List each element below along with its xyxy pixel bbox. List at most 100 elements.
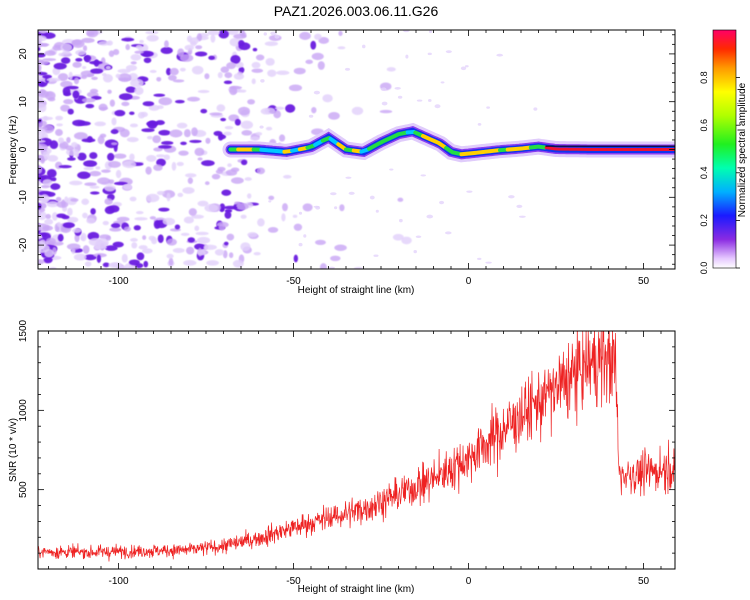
- noise-blob: [129, 123, 139, 128]
- noise-blob: [109, 227, 122, 232]
- noise-blob: [196, 236, 211, 244]
- noise-blob: [413, 249, 417, 254]
- noise-blob: [42, 225, 54, 231]
- noise-blob: [128, 259, 140, 266]
- noise-blob: [187, 177, 193, 185]
- noise-blob: [177, 48, 185, 57]
- noise-blob: [58, 164, 72, 169]
- noise-blob: [189, 139, 202, 143]
- snr-y-label: SNR (10 * v/v): [8, 418, 19, 482]
- noise-blob: [99, 133, 107, 138]
- noise-blob: [40, 194, 50, 204]
- noise-blob: [496, 53, 504, 57]
- noise-blob: [241, 32, 247, 38]
- noise-blob: [244, 177, 252, 181]
- noise-blob: [108, 205, 120, 213]
- noise-blob: [265, 126, 273, 131]
- noise-blob: [136, 252, 145, 261]
- noise-blob: [194, 51, 208, 57]
- noise-blob: [90, 191, 100, 195]
- noise-blob: [179, 54, 194, 62]
- noise-blob: [96, 254, 102, 263]
- noise-blob: [218, 30, 229, 39]
- noise-blob: [58, 137, 64, 144]
- noise-blob: [55, 115, 64, 121]
- noise-blob: [133, 225, 141, 231]
- noise-blob: [73, 253, 87, 261]
- noise-blob: [62, 222, 75, 229]
- noise-blob: [168, 74, 177, 81]
- ridge-segment: [482, 149, 493, 154]
- noise-blob: [38, 139, 46, 143]
- noise-blob: [204, 204, 219, 213]
- noise-blob: [66, 85, 79, 90]
- ridge-segment: [467, 150, 478, 156]
- noise-blob: [215, 169, 224, 175]
- noise-blob: [122, 184, 133, 190]
- noise-blob: [373, 254, 379, 257]
- noise-blob: [264, 41, 279, 47]
- noise-blob: [241, 130, 253, 136]
- noise-blob: [38, 190, 52, 196]
- noise-blob: [185, 173, 197, 178]
- noise-blob: [178, 150, 189, 156]
- noise-blob: [91, 76, 98, 81]
- noise-blob: [247, 193, 252, 199]
- noise-blob: [66, 243, 81, 250]
- noise-blob: [104, 245, 118, 251]
- noise-blob: [42, 151, 50, 159]
- noise-blob: [111, 117, 117, 126]
- noise-blob: [217, 72, 223, 79]
- noise-blob: [38, 35, 47, 42]
- noise-blob: [311, 106, 317, 114]
- noise-blob: [264, 107, 276, 115]
- noise-blob: [99, 106, 109, 111]
- noise-blob: [427, 98, 432, 102]
- noise-blob: [121, 37, 135, 42]
- noise-blob: [210, 34, 216, 43]
- noise-blob: [70, 198, 79, 202]
- noise-blob: [434, 104, 441, 109]
- noise-blob: [38, 43, 50, 47]
- noise-blob: [51, 212, 58, 221]
- noise-blob: [81, 97, 96, 103]
- noise-blob: [176, 161, 184, 167]
- noise-blob: [303, 234, 307, 238]
- ridge-segment: [390, 132, 401, 140]
- noise-blob: [94, 240, 106, 250]
- colorbar-tick-label: 0.4: [699, 167, 709, 180]
- noise-blob: [227, 163, 232, 168]
- noise-blob: [251, 78, 256, 85]
- noise-blob: [46, 77, 61, 82]
- noise-blob: [47, 154, 59, 162]
- snr-line: [38, 331, 675, 562]
- noise-blob: [109, 99, 116, 107]
- noise-blob: [121, 253, 128, 263]
- noise-blob: [233, 73, 245, 80]
- noise-blob: [260, 79, 265, 83]
- noise-blob: [226, 62, 236, 70]
- x-tick-label: 50: [638, 276, 650, 287]
- noise-blob: [84, 254, 97, 261]
- noise-blob: [81, 37, 95, 44]
- noise-blob: [72, 228, 82, 234]
- noise-blob: [72, 119, 86, 127]
- noise-blob: [55, 196, 62, 202]
- noise-blob: [322, 94, 333, 103]
- noise-blob: [113, 153, 127, 159]
- noise-blob: [337, 46, 346, 50]
- noise-blob: [145, 31, 159, 35]
- noise-blob: [111, 142, 118, 146]
- noise-blob: [77, 171, 91, 180]
- colorbar-tick-label: 0.2: [699, 214, 709, 227]
- noise-blob: [102, 220, 109, 226]
- x-tick-label: 50: [638, 576, 650, 587]
- noise-blob: [257, 218, 265, 227]
- noise-blob: [38, 175, 47, 181]
- ridge-segment: [397, 130, 409, 136]
- noise-blob: [275, 70, 290, 75]
- ridge-segment: [421, 133, 432, 141]
- noise-blob: [72, 61, 82, 68]
- x-tick-label: -100: [108, 576, 128, 587]
- noise-blob: [135, 211, 144, 215]
